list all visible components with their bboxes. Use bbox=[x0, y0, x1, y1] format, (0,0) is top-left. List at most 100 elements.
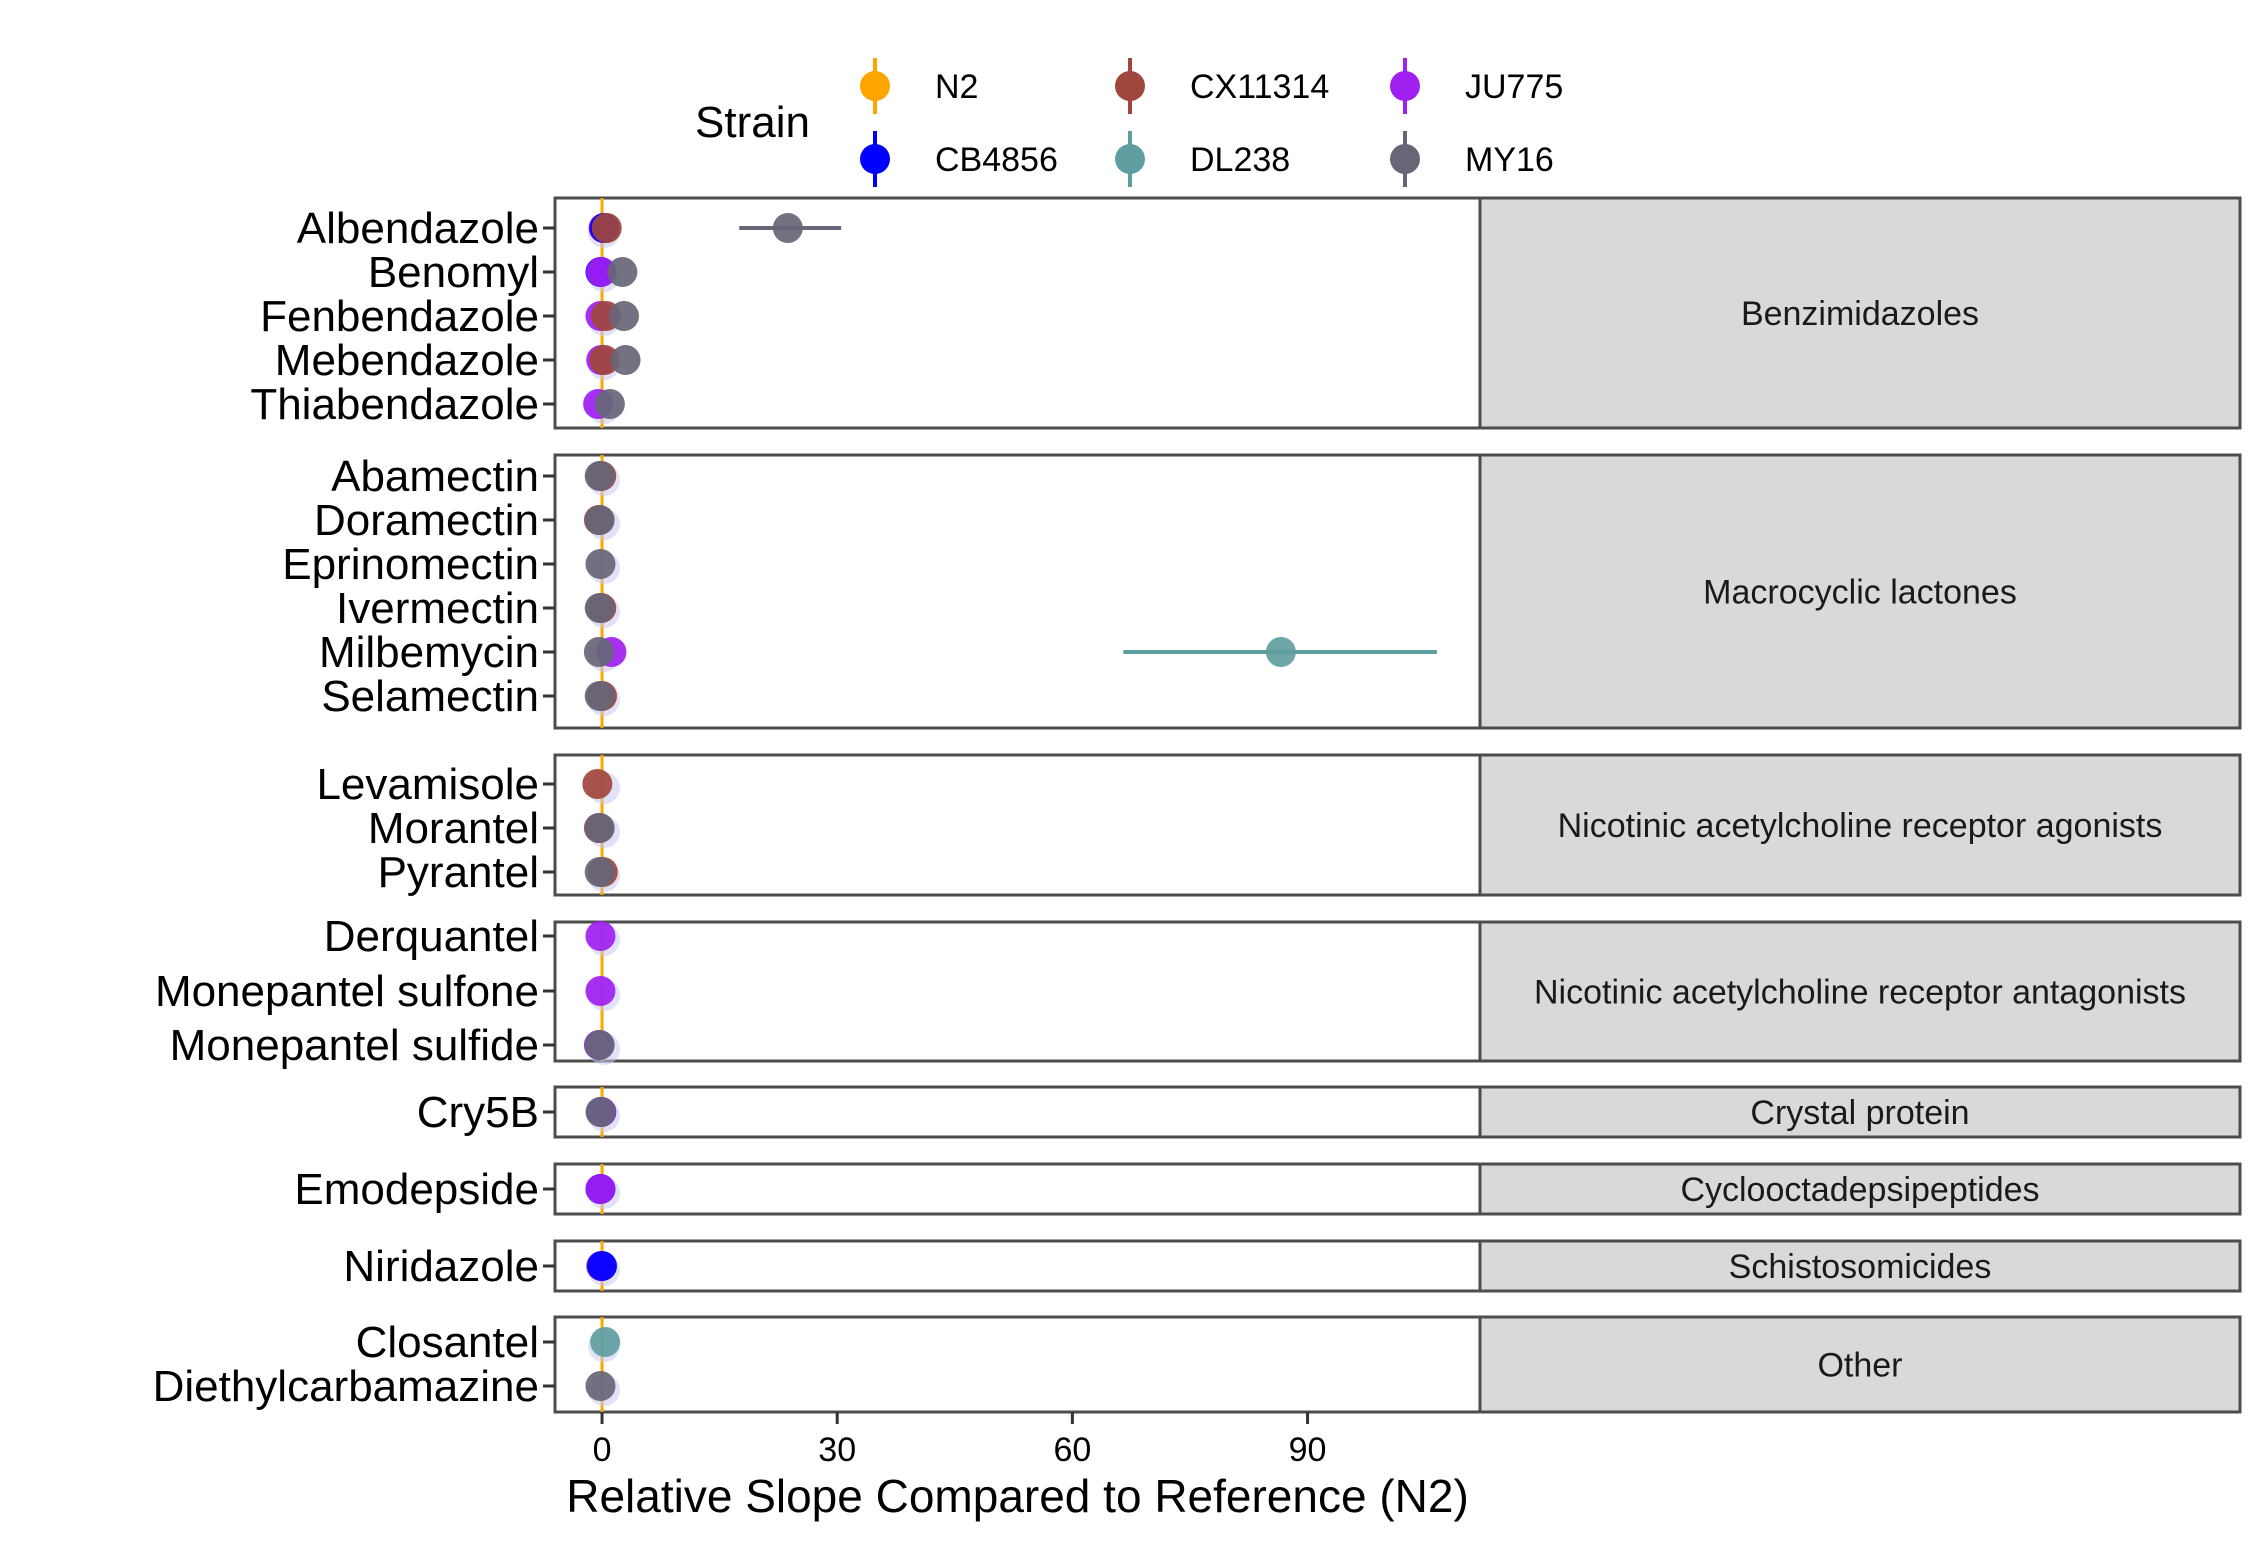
data-point-ju775-emodepside bbox=[585, 1174, 616, 1204]
data-point-my16-pyrantel bbox=[584, 857, 615, 887]
drug-label-emodepside: Emodepside bbox=[294, 1165, 539, 1214]
drug-label-milbemycin: Milbemycin bbox=[319, 628, 539, 677]
drug-label-doramectin: Doramectin bbox=[314, 496, 539, 545]
legend-label-ju775: JU775 bbox=[1465, 68, 1563, 106]
drug-label-pyrantel: Pyrantel bbox=[378, 848, 539, 897]
legend-key-point-cb4856 bbox=[860, 144, 890, 174]
legend-entry-dl238: DL238 bbox=[1115, 131, 1290, 187]
data-point-ju775-monepantel-sulfone bbox=[585, 976, 616, 1006]
drug-label-closantel: Closantel bbox=[356, 1318, 539, 1367]
legend-label-my16: MY16 bbox=[1465, 141, 1554, 179]
drug-label-monepantel-sulfide: Monepantel sulfide bbox=[170, 1021, 539, 1070]
x-tick-label: 0 bbox=[593, 1431, 612, 1469]
drug-label-levamisole: Levamisole bbox=[316, 760, 539, 809]
legend-entry-cx11314: CX11314 bbox=[1115, 58, 1329, 114]
panel-cyclooctadepsipeptides: Cyclooctadepsipeptides Emodepside bbox=[294, 1162, 2242, 1216]
drug-label-selamectin: Selamectin bbox=[321, 672, 539, 721]
legend-key-point-dl238 bbox=[1115, 144, 1145, 174]
data-point-my16-milbemycin bbox=[583, 637, 614, 667]
legend-entry-n2: N2 bbox=[860, 58, 978, 114]
panel-plot-area bbox=[553, 1315, 1482, 1414]
data-point-dl238-milbemycin bbox=[1265, 637, 1296, 667]
panel-plot-area bbox=[553, 1239, 1482, 1293]
data-point-my16-abamectin bbox=[584, 461, 615, 491]
x-tick-label: 90 bbox=[1289, 1431, 1327, 1469]
panel-strip bbox=[1478, 753, 2242, 897]
legend-entry-cb4856: CB4856 bbox=[860, 131, 1058, 187]
panel-strip bbox=[1478, 453, 2242, 730]
data-point-my16-doramectin bbox=[584, 505, 615, 535]
panel-macrocyclic-lactones: Macrocyclic lactones AbamectinDoramectinE… bbox=[282, 452, 2242, 730]
panel-strip-label: Macrocyclic lactones bbox=[1703, 574, 2017, 612]
panel-plot-area bbox=[553, 1162, 1482, 1216]
data-point-my16-eprinomectin bbox=[585, 549, 616, 579]
data-point-my16-fenbendazole bbox=[608, 301, 639, 331]
data-point-my16-thiabendazole bbox=[594, 389, 625, 419]
legend-key-point-cx11314 bbox=[1115, 71, 1145, 101]
drug-label-ivermectin: Ivermectin bbox=[336, 584, 539, 633]
legend-entry-ju775: JU775 bbox=[1390, 58, 1563, 114]
panel-plot-area bbox=[553, 753, 1482, 897]
panel-plot-area bbox=[553, 1085, 1482, 1139]
panel-strip-label: Schistosomicides bbox=[1729, 1248, 1992, 1286]
panel-strip bbox=[1478, 196, 2242, 430]
data-point-dl238-closantel bbox=[590, 1327, 621, 1357]
drug-label-abamectin: Abamectin bbox=[331, 452, 539, 501]
x-axis-title: Relative Slope Compared to Reference (N2… bbox=[566, 1470, 1469, 1522]
legend-entry-my16: MY16 bbox=[1390, 131, 1554, 187]
drug-label-eprinomectin: Eprinomectin bbox=[282, 540, 539, 589]
panels: Benzimidazoles AlbendazoleBenomylFenbenda… bbox=[153, 196, 2242, 1414]
legend-key-point-ju775 bbox=[1390, 71, 1420, 101]
data-point-my16-benomyl bbox=[607, 257, 638, 287]
legend-title: Strain bbox=[695, 98, 810, 147]
panel-strip bbox=[1478, 1162, 2242, 1216]
drug-label-benomyl: Benomyl bbox=[368, 248, 539, 297]
panel-strip bbox=[1478, 920, 2242, 1063]
panel-crystal-protein: Crystal protein Cry5B bbox=[417, 1085, 2242, 1139]
legend: Strain N2 CB4856 CX11314 DL238 JU775 MY16 bbox=[695, 58, 1563, 187]
drug-label-mebendazole: Mebendazole bbox=[275, 336, 539, 385]
panel-strip-label: Benzimidazoles bbox=[1741, 295, 1979, 333]
data-point-my16-monepantel-sulfide bbox=[584, 1030, 615, 1060]
legend-label-dl238: DL238 bbox=[1190, 141, 1290, 179]
data-point-ju775-benomyl bbox=[586, 257, 617, 287]
panel-strip-label: Cyclooctadepsipeptides bbox=[1680, 1171, 2039, 1209]
panel-strip-label: Nicotinic acetylcholine receptor antagon… bbox=[1534, 974, 2186, 1012]
legend-key-point-n2 bbox=[860, 71, 890, 101]
drug-label-monepantel-sulfone: Monepantel sulfone bbox=[155, 967, 539, 1016]
panel-benzimidazoles: Benzimidazoles AlbendazoleBenomylFenbenda… bbox=[250, 196, 2242, 430]
drug-label-derquantel: Derquantel bbox=[324, 912, 539, 961]
legend-label-cb4856: CB4856 bbox=[935, 141, 1058, 179]
data-point-my16-diethylcarbamazine bbox=[585, 1371, 616, 1401]
panel-schistosomicides: Schistosomicides Niridazole bbox=[343, 1239, 2242, 1293]
panel-nicotinic-acetylcholine-receptor-agonists: Nicotinic acetylcholine receptor agonist… bbox=[316, 753, 2242, 897]
data-point-cx11314-mebendazole bbox=[589, 345, 620, 375]
legend-label-n2: N2 bbox=[935, 68, 978, 106]
panel-nicotinic-acetylcholine-receptor-antagonists: Nicotinic acetylcholine receptor antagon… bbox=[155, 912, 2242, 1070]
panel-plot-area bbox=[553, 196, 1482, 430]
drug-label-thiabendazole: Thiabendazole bbox=[250, 380, 539, 429]
data-point-my16-cry5b bbox=[585, 1097, 616, 1127]
panel-plot-area bbox=[553, 920, 1482, 1063]
data-point-cb4856-niridazole bbox=[587, 1251, 618, 1281]
data-point-ju775-derquantel bbox=[585, 921, 616, 951]
data-point-my16-morantel bbox=[584, 813, 615, 843]
data-point-cx11314-albendazole bbox=[591, 213, 622, 243]
drug-label-niridazole: Niridazole bbox=[343, 1242, 539, 1291]
panel-strip bbox=[1478, 1315, 2242, 1414]
data-point-my16-selamectin bbox=[584, 681, 615, 711]
panel-strip-label: Nicotinic acetylcholine receptor agonist… bbox=[1558, 807, 2163, 845]
legend-key-point-my16 bbox=[1390, 144, 1420, 174]
x-tick-label: 60 bbox=[1053, 1431, 1091, 1469]
panel-strip-label: Crystal protein bbox=[1750, 1094, 1969, 1132]
data-point-my16-albendazole bbox=[772, 213, 803, 243]
legend-label-cx11314: CX11314 bbox=[1190, 68, 1329, 106]
x-tick-label: 30 bbox=[818, 1431, 856, 1469]
drug-label-diethylcarbamazine: Diethylcarbamazine bbox=[153, 1362, 539, 1411]
data-point-my16-ivermectin bbox=[584, 593, 615, 623]
panel-strip bbox=[1478, 1085, 2242, 1139]
